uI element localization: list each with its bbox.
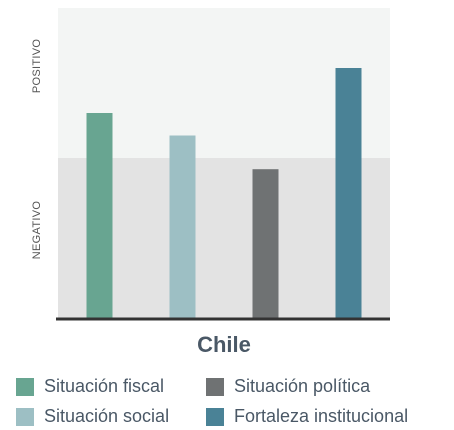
- legend-label-institucional: Fortaleza institucional: [234, 406, 409, 426]
- legend-item-institucional: Fortaleza institucional: [206, 406, 408, 427]
- chart: POSITIVO NEGATIVO Chile: [31, 8, 390, 357]
- positive-band: [58, 8, 390, 158]
- bar-situaci-n-fiscal: [86, 113, 113, 318]
- legend-item-social: Situación social: [16, 406, 169, 427]
- legend-swatch-politica: [206, 377, 224, 396]
- bar-situaci-n-pol-tica: [252, 169, 279, 318]
- positive-axis-label: POSITIVO: [31, 39, 43, 93]
- negative-axis-label: NEGATIVO: [31, 201, 43, 260]
- legend-label-politica: Situación política: [234, 376, 371, 396]
- legend-item-politica: Situación política: [206, 376, 370, 397]
- negative-band: [58, 158, 390, 318]
- bars-group: [86, 68, 362, 318]
- legend-label-social: Situación social: [44, 406, 170, 426]
- chart-title: Chile: [197, 332, 251, 357]
- legend-label-fiscal: Situación fiscal: [44, 376, 165, 396]
- legend-swatch-social: [16, 407, 34, 426]
- bar-situaci-n-social: [169, 135, 196, 318]
- bar-fortaleza-institucional: [335, 68, 362, 318]
- legend-item-fiscal: Situación fiscal: [16, 376, 164, 397]
- legend-swatch-fiscal: [16, 377, 34, 396]
- legend-swatch-institucional: [206, 407, 224, 426]
